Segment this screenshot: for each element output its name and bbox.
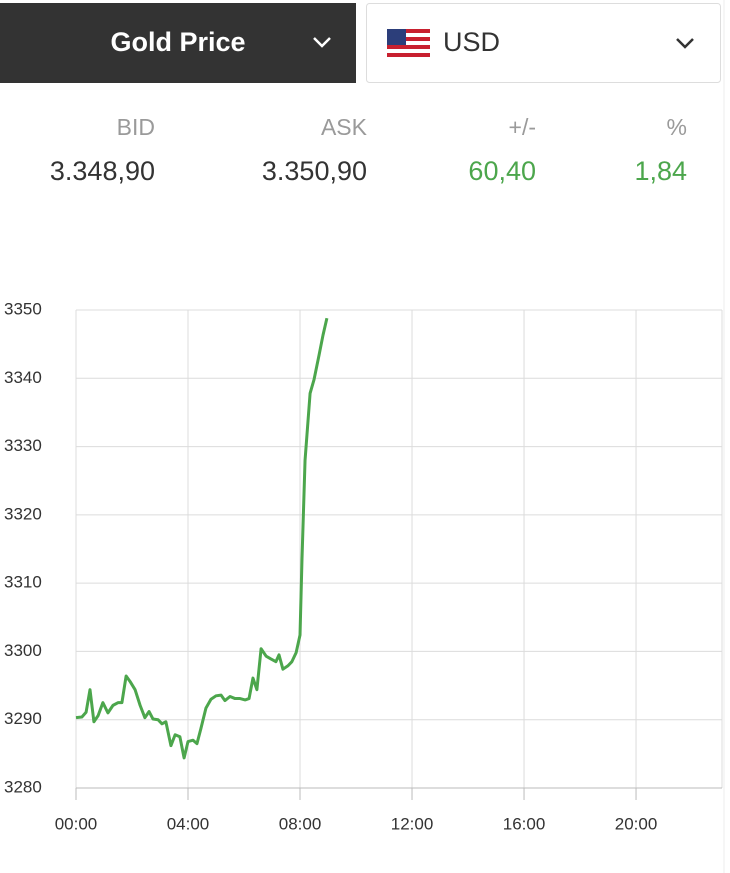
y-tick-label: 3320 [4, 504, 42, 523]
y-tick-label: 3280 [4, 777, 42, 796]
column-label: +/- [509, 114, 536, 140]
y-tick-label: 3350 [4, 299, 42, 318]
column-label: BID [117, 114, 155, 140]
currency: USD [443, 27, 500, 57]
column-label: % [667, 114, 687, 140]
price-line [75, 317, 329, 760]
product-title: Gold Price [110, 27, 245, 57]
x-tick-label: 00:00 [55, 814, 98, 833]
x-tick-label: 16:00 [503, 814, 546, 833]
us-flag [387, 29, 430, 57]
ask-value: 3.350,90 [262, 156, 367, 186]
x-tick-label: 20:00 [615, 814, 658, 833]
x-tick-label: 04:00 [167, 814, 210, 833]
x-tick-label: 12:00 [391, 814, 434, 833]
percent-value: 1,84 [634, 156, 687, 186]
chart: 3280 3290 3300 3310 3320 3330 3340 3350 00:00 04:… [4, 299, 723, 833]
y-tick-label: 3310 [4, 573, 42, 592]
chevron [676, 38, 694, 49]
x-tick-label: 08:00 [279, 814, 322, 833]
currency-select[interactable] [366, 3, 721, 83]
y-tick-label: 3300 [4, 641, 42, 660]
product-select[interactable] [0, 3, 356, 83]
chevron [313, 37, 331, 48]
column-label: ASK [321, 114, 368, 140]
y-tick-label: 3330 [4, 436, 42, 455]
change-value: 60,40 [468, 156, 536, 186]
y-tick-label: 3290 [4, 709, 42, 728]
y-tick-label: 3340 [4, 368, 42, 387]
bid-value: 3.348,90 [50, 156, 155, 186]
